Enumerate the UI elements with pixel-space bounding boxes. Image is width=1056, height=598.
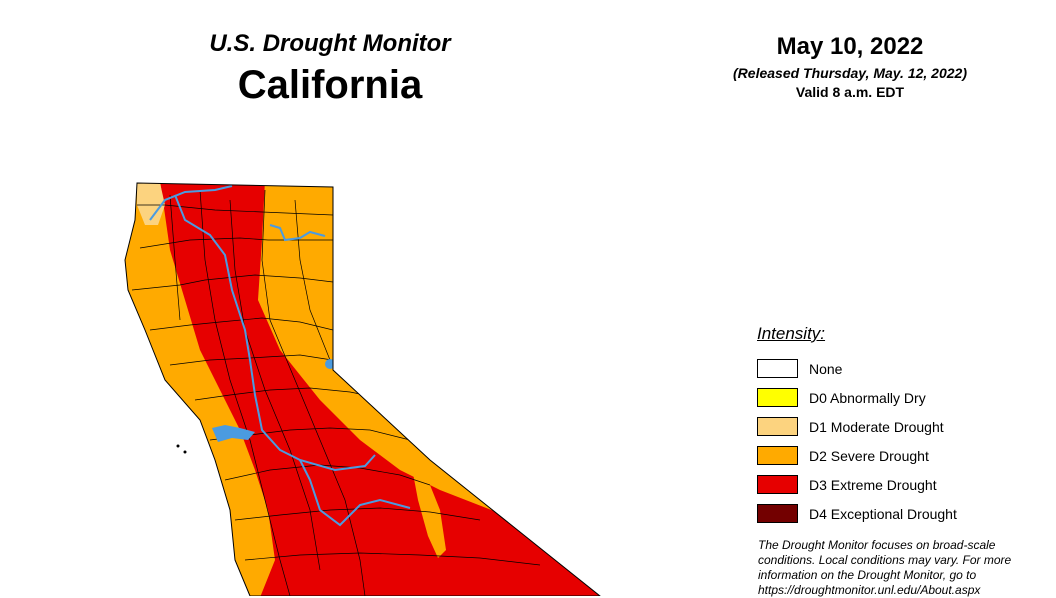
legend-swatch bbox=[757, 475, 798, 494]
legend-swatch bbox=[757, 388, 798, 407]
legend-swatch bbox=[757, 446, 798, 465]
legend-swatch bbox=[757, 359, 798, 378]
legend-swatch bbox=[757, 417, 798, 436]
offshore-island bbox=[176, 444, 180, 448]
map-title: California bbox=[237, 63, 423, 107]
legend-label: D3 Extreme Drought bbox=[809, 476, 937, 493]
legend-label: D0 Abnormally Dry bbox=[809, 389, 926, 406]
note-line: The Drought Monitor focuses on broad-sca… bbox=[758, 538, 996, 552]
legend-title: Intensity: bbox=[757, 324, 826, 343]
title-block: U.S. Drought Monitor California bbox=[130, 28, 530, 108]
map-date: May 10, 2022 bbox=[776, 33, 924, 60]
date-block: May 10, 2022 (Released Thursday, May. 12… bbox=[700, 32, 1000, 102]
legend-item-d3: D3 Extreme Drought bbox=[757, 470, 1047, 499]
release-date: (Released Thursday, May. 12, 2022) bbox=[733, 65, 967, 81]
note-line: information on the Drought Monitor, go t… bbox=[758, 568, 977, 582]
map-subtitle: U.S. Drought Monitor bbox=[209, 30, 451, 57]
legend-label: None bbox=[809, 360, 843, 377]
note-line: conditions. Local conditions may vary. F… bbox=[758, 553, 1012, 567]
legend-item-d2: D2 Severe Drought bbox=[757, 441, 1047, 470]
legend-label: D1 Moderate Drought bbox=[809, 418, 944, 435]
legend-item-d1: D1 Moderate Drought bbox=[757, 412, 1047, 441]
note-link[interactable]: https://droughtmonitor.unl.edu/About.asp… bbox=[758, 583, 981, 597]
valid-time: Valid 8 a.m. EDT bbox=[795, 84, 905, 100]
legend-label: D4 Exceptional Drought bbox=[809, 505, 957, 522]
offshore-island bbox=[183, 450, 187, 454]
disclaimer-note: The Drought Monitor focuses on broad-sca… bbox=[758, 538, 1048, 598]
legend-item-d4: D4 Exceptional Drought bbox=[757, 499, 1047, 528]
d2-eastern-sierra-strip bbox=[412, 468, 446, 558]
d3-extreme-drought-area bbox=[160, 183, 600, 596]
san-francisco-bay-water bbox=[212, 425, 255, 442]
legend-label: D2 Severe Drought bbox=[809, 447, 929, 464]
legend-item-none: None bbox=[757, 354, 1047, 383]
legend: Intensity: None D0 Abnormally Dry D1 Mod… bbox=[757, 323, 1047, 528]
legend-item-d0: D0 Abnormally Dry bbox=[757, 383, 1047, 412]
legend-swatch bbox=[757, 504, 798, 523]
california-outline bbox=[124, 182, 601, 596]
rivers bbox=[149, 185, 411, 527]
d1-moderate-drought-area bbox=[137, 183, 165, 225]
